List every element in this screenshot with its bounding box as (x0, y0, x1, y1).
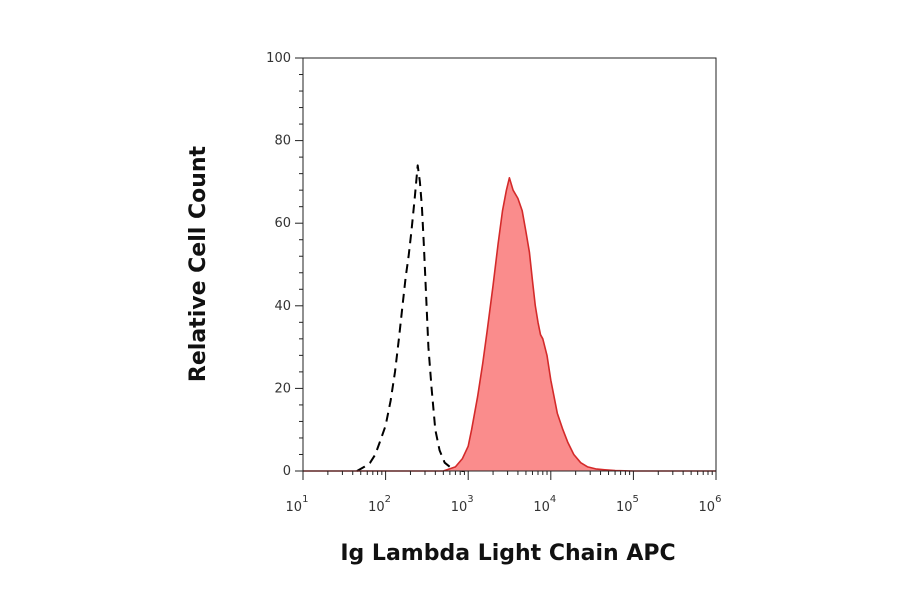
x-tick-label-2: 102 (368, 494, 391, 515)
y-axis-title: Relative Cell Count (186, 145, 211, 382)
x-tick-exponent: 6 (715, 494, 721, 505)
x-tick-label-5: 105 (616, 494, 639, 515)
x-tick-exponent: 4 (550, 494, 556, 505)
series-fill-2 (303, 177, 716, 472)
y-tick-label-80: 80 (274, 134, 291, 149)
x-tick-label-4: 104 (533, 494, 556, 515)
x-tick-exponent: 5 (632, 494, 638, 505)
y-tick-label-40: 40 (274, 299, 291, 314)
plot-content (303, 164, 716, 472)
series-line-2 (303, 177, 716, 472)
x-tick-label-6: 106 (699, 494, 722, 515)
y-tick-label-100: 100 (266, 51, 291, 66)
plot-frame (302, 57, 717, 472)
y-tick-label-20: 20 (274, 381, 291, 396)
y-tick-label-60: 60 (274, 216, 291, 231)
x-axis-title: Ig Lambda Light Chain APC (340, 541, 675, 566)
x-tick-label-3: 103 (451, 494, 474, 515)
axes-layer: 0 20 40 60 80 100 101 102 103 104 105 106 (266, 51, 721, 515)
x-tick-label-1: 101 (286, 494, 309, 515)
x-tick-exponent: 3 (467, 494, 473, 505)
series-line-1 (356, 164, 469, 472)
x-tick-exponent: 2 (385, 494, 391, 505)
x-tick-exponent: 1 (302, 494, 308, 505)
y-tick-label-0: 0 (283, 464, 291, 479)
